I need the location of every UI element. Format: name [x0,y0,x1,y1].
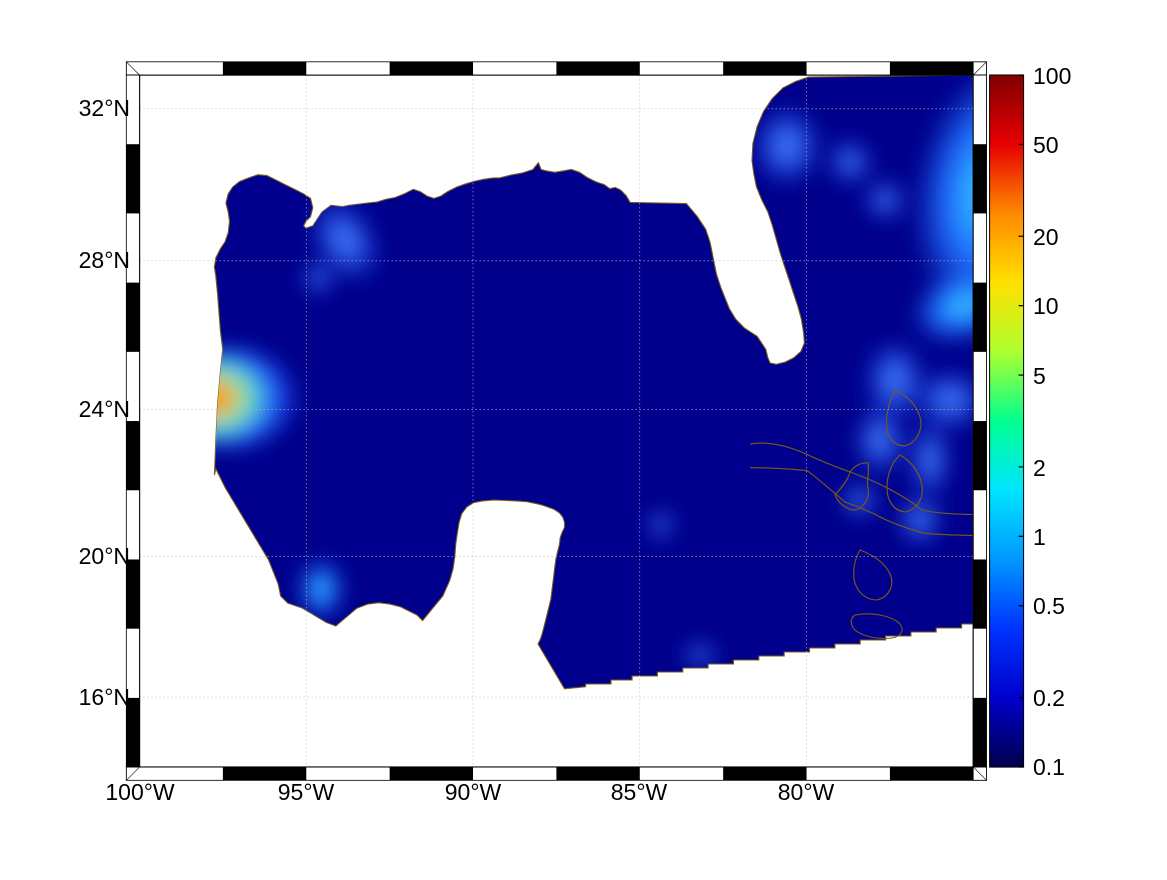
svg-text:28°N: 28°N [79,247,130,273]
svg-text:1: 1 [1033,524,1046,550]
svg-text:2: 2 [1033,455,1046,481]
svg-text:85°W: 85°W [611,779,668,805]
svg-text:50: 50 [1033,132,1059,158]
svg-text:0.2: 0.2 [1033,685,1065,711]
svg-text:0.5: 0.5 [1033,593,1065,619]
svg-text:80°W: 80°W [778,779,835,805]
svg-text:5: 5 [1033,363,1046,389]
svg-text:100°W: 100°W [105,779,175,805]
svg-text:20°N: 20°N [79,543,130,569]
svg-text:95°W: 95°W [278,779,335,805]
svg-text:100: 100 [1033,63,1071,89]
svg-text:24°N: 24°N [79,396,130,422]
svg-text:0.1: 0.1 [1033,754,1065,780]
svg-text:20: 20 [1033,224,1059,250]
svg-text:10: 10 [1033,293,1059,319]
svg-text:16°N: 16°N [79,684,130,710]
svg-text:32°N: 32°N [79,95,130,121]
svg-text:90°W: 90°W [445,779,502,805]
